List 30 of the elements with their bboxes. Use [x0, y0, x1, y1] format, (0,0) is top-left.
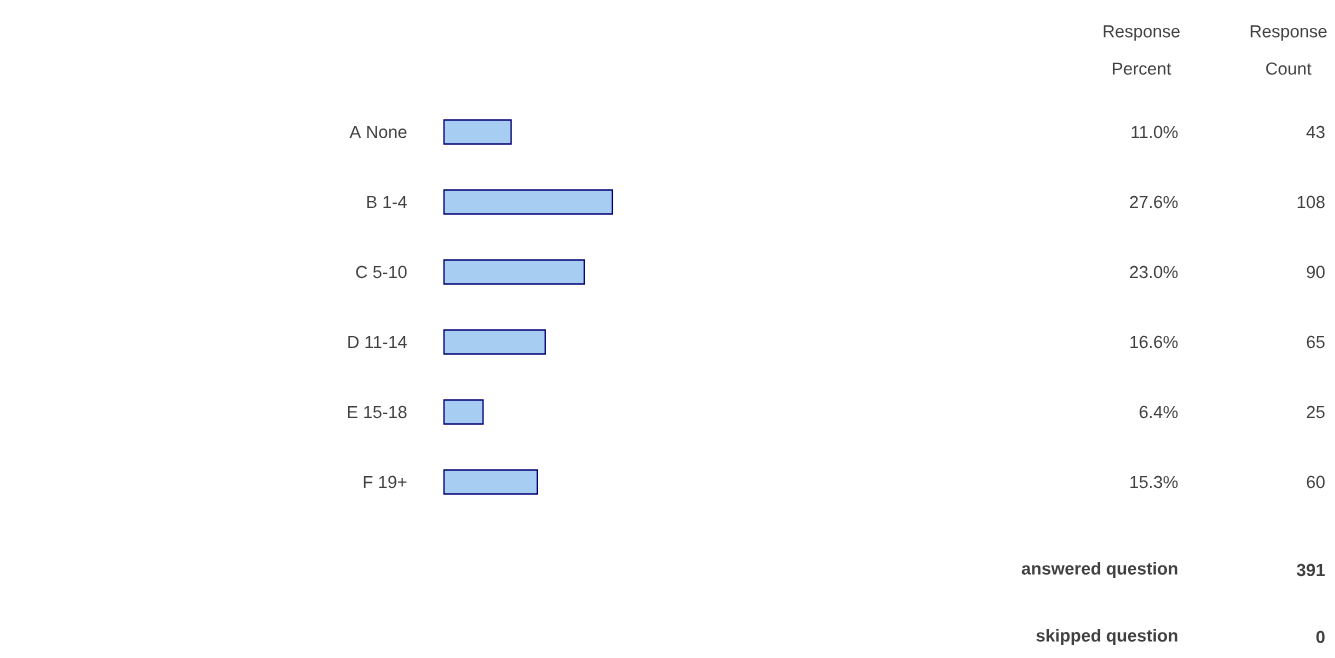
- text: 108: [1297, 195, 1325, 209]
- text: answered question: [1021, 561, 1178, 579]
- data-label: 16.6%: [1130, 335, 1178, 349]
- bar: [443, 469, 539, 495]
- bar: [443, 189, 614, 215]
- text: 65: [1306, 335, 1325, 349]
- text: Response Count: [1250, 25, 1327, 75]
- text: 0: [1316, 630, 1325, 644]
- text: skipped question: [1036, 628, 1178, 646]
- text: 25: [1306, 405, 1325, 419]
- y-tick-label: C 5-10: [356, 265, 407, 279]
- data-label: 11.0%: [1131, 125, 1178, 139]
- data-label: 15.3%: [1130, 475, 1178, 489]
- y-tick-label: A None: [349, 125, 407, 139]
- text: 60: [1306, 475, 1325, 489]
- bar: [443, 259, 585, 285]
- text: 391: [1296, 563, 1325, 577]
- data-label: 6.4%: [1139, 405, 1178, 419]
- data-label: 23.0%: [1130, 265, 1178, 279]
- text: 90: [1306, 265, 1325, 279]
- bar: [443, 399, 484, 425]
- bar: [443, 119, 512, 145]
- y-tick-label: B 1-4: [367, 196, 407, 208]
- y-tick-label: F 19+: [363, 475, 407, 489]
- text: Response Percent: [1103, 25, 1180, 75]
- data-label: 27.6%: [1130, 195, 1178, 209]
- y-tick-label: E 15-18: [348, 405, 407, 419]
- text: 43: [1306, 125, 1325, 139]
- bar: [443, 329, 546, 355]
- y-tick-label: D 11-14: [348, 336, 407, 348]
